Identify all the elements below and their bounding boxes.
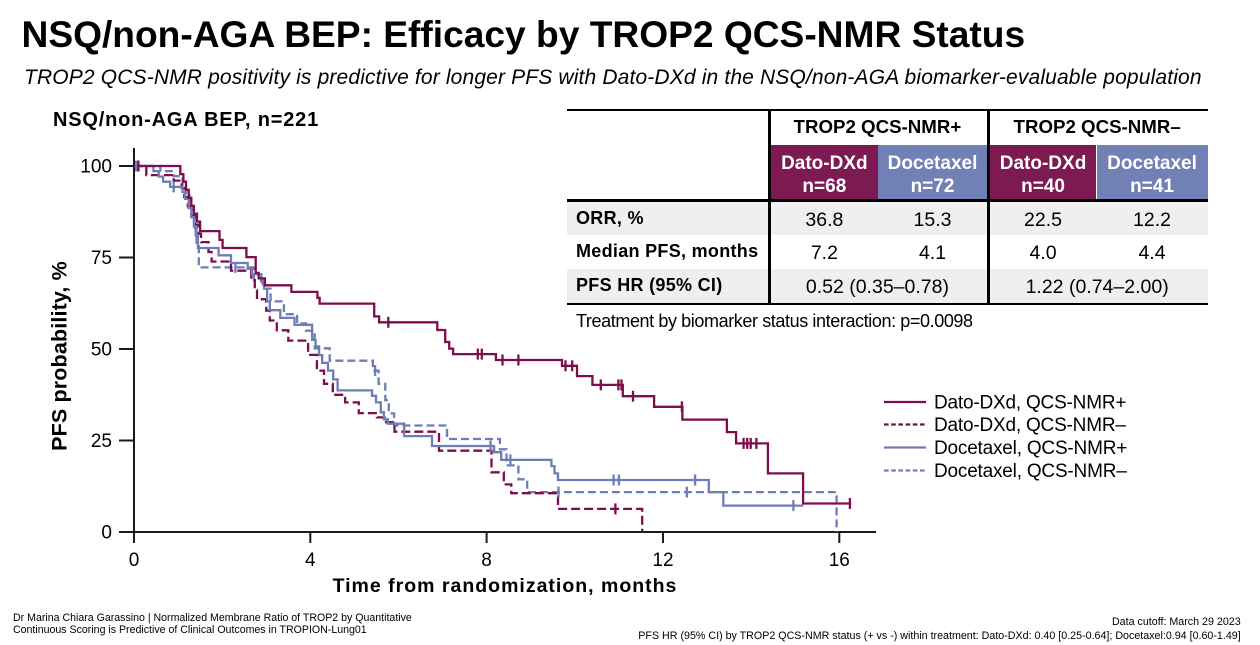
svg-text:8: 8: [481, 550, 492, 571]
svg-text:50: 50: [91, 340, 112, 361]
svg-text:100: 100: [80, 157, 112, 178]
svg-text:0: 0: [129, 550, 140, 571]
svg-text:Dato-DXd, QCS-NMR–: Dato-DXd, QCS-NMR–: [934, 415, 1126, 436]
svg-text:PFS probability, %: PFS probability, %: [48, 261, 72, 451]
svg-text:75: 75: [91, 248, 112, 269]
svg-text:0: 0: [101, 523, 112, 544]
svg-text:Docetaxel, QCS-NMR+: Docetaxel, QCS-NMR+: [934, 438, 1127, 459]
svg-text:16: 16: [829, 550, 850, 571]
svg-text:4: 4: [305, 550, 316, 571]
svg-text:12: 12: [652, 550, 673, 571]
svg-text:Dato-DXd, QCS-NMR+: Dato-DXd, QCS-NMR+: [934, 393, 1126, 414]
svg-text:Docetaxel, QCS-NMR–: Docetaxel, QCS-NMR–: [934, 461, 1127, 482]
svg-text:25: 25: [91, 431, 112, 452]
svg-text:Time from randomization, month: Time from randomization, months: [333, 575, 678, 597]
